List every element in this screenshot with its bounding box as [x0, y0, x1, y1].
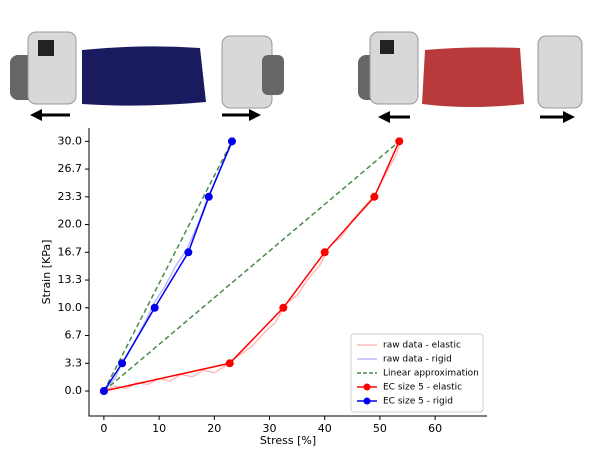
y-tick-label: 26.7 — [58, 162, 83, 175]
x-tick-label: 60 — [428, 422, 442, 435]
data-point — [279, 303, 288, 312]
data-point — [225, 359, 234, 368]
x-tick-label: 0 — [100, 422, 107, 435]
y-axis-label: Strain [KPa] — [40, 240, 53, 305]
legend-label: EC size 5 - rigid — [383, 397, 453, 407]
y-tick-label: 30.0 — [58, 134, 83, 147]
data-point — [320, 248, 329, 257]
y-tick-label: 10.0 — [58, 301, 83, 314]
x-tick-label: 20 — [207, 422, 221, 435]
data-point — [118, 359, 127, 368]
series-line — [103, 140, 400, 392]
data-point — [184, 248, 193, 257]
y-tick-label: 16.7 — [58, 245, 83, 258]
y-tick-label: 13.3 — [58, 273, 83, 286]
legend-label: raw data - rigid — [383, 355, 452, 365]
series-line — [103, 141, 400, 392]
data-point — [370, 192, 379, 201]
y-tick-label: 6.7 — [65, 329, 83, 342]
legend-label: raw data - elastic — [383, 341, 461, 351]
series-line — [103, 141, 233, 392]
legend-label: EC size 5 - elastic — [383, 383, 462, 393]
legend-box — [350, 333, 484, 413]
illustration-elastic — [10, 31, 284, 121]
data-point — [227, 137, 236, 146]
data-point — [204, 192, 213, 201]
x-tick-label: 10 — [152, 422, 166, 435]
y-tick-label: 0.0 — [65, 384, 83, 397]
legend: raw data - elastic raw data - rigid Linear… — [350, 333, 484, 413]
data-point — [150, 303, 159, 312]
x-tick-label: 30 — [263, 422, 277, 435]
y-tick-label: 23.3 — [58, 190, 83, 203]
axis-spines — [88, 128, 487, 417]
data-point — [99, 387, 108, 396]
legend-label: Linear approximation — [383, 369, 479, 379]
x-tick-label: 50 — [373, 422, 387, 435]
y-tick-label: 3.3 — [65, 356, 83, 369]
x-tick-label: 40 — [318, 422, 332, 435]
data-point — [395, 137, 404, 146]
legend-marker — [363, 397, 371, 405]
y-tick-label: 20.0 — [58, 218, 83, 231]
illustration-rigid — [358, 31, 583, 123]
series-line — [103, 136, 403, 392]
x-axis-label: Stress [%] — [260, 434, 316, 447]
legend-marker — [363, 383, 371, 391]
